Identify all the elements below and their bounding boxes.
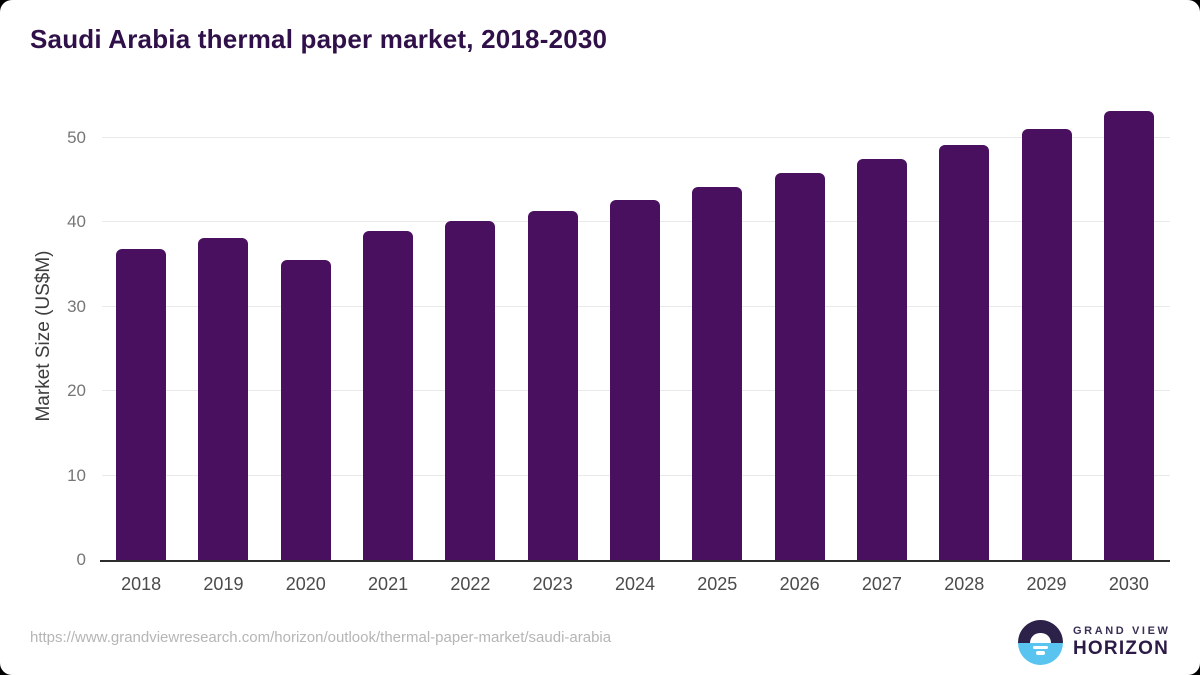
logo-reflection-line bbox=[1033, 645, 1048, 649]
logo-sun-shape bbox=[1030, 632, 1051, 643]
x-tick-label-2024: 2024 bbox=[614, 574, 656, 594]
y-tick-label-10: 10 bbox=[67, 465, 86, 485]
bar-2025[interactable] bbox=[692, 186, 743, 560]
bar-2019[interactable] bbox=[198, 237, 249, 560]
bar-2030[interactable] bbox=[1103, 110, 1154, 560]
bar-2029[interactable] bbox=[1021, 128, 1072, 560]
bar-2026[interactable] bbox=[774, 173, 825, 560]
brand-product: HORIZON bbox=[1073, 638, 1170, 659]
x-tick-label-2028: 2028 bbox=[944, 574, 985, 594]
y-tick-label-20: 20 bbox=[67, 381, 86, 401]
logo-reflection-line bbox=[1036, 651, 1045, 655]
bar-2020[interactable] bbox=[280, 260, 331, 560]
y-tick-label-50: 50 bbox=[67, 127, 86, 147]
y-axis-title: Market Size (US$M) bbox=[33, 250, 54, 422]
bar-2022[interactable] bbox=[445, 220, 496, 560]
bar-2028[interactable] bbox=[939, 144, 990, 560]
plot-area: 0 10 20 30 40 50 2018 2019 2020 2021 2022 2023 2024 2… bbox=[67, 100, 1170, 594]
x-tick-label-2027: 2027 bbox=[861, 574, 902, 594]
x-tick-label-2026: 2026 bbox=[779, 574, 820, 594]
x-tick-label-2019: 2019 bbox=[203, 574, 244, 594]
x-tick-label-2029: 2029 bbox=[1026, 574, 1067, 594]
x-tick-label-2021: 2021 bbox=[368, 574, 409, 594]
page-title: Saudi Arabia thermal paper market, 2018-… bbox=[30, 24, 608, 54]
logo-sky-half bbox=[1018, 620, 1063, 643]
bar-2027[interactable] bbox=[856, 159, 907, 560]
brand-logo: GRAND VIEW HORIZON bbox=[1018, 620, 1171, 665]
bar-2021[interactable] bbox=[363, 230, 414, 560]
x-tick-label-2022: 2022 bbox=[450, 574, 491, 594]
y-tick-label-30: 30 bbox=[67, 296, 86, 316]
horizon-sun-logo-icon bbox=[1018, 620, 1063, 665]
x-tick-label-2018: 2018 bbox=[121, 574, 162, 594]
y-tick-label-40: 40 bbox=[67, 212, 86, 232]
x-tick-label-2030: 2030 bbox=[1108, 574, 1149, 594]
x-tick-label-2020: 2020 bbox=[285, 574, 326, 594]
x-tick-label-2025: 2025 bbox=[697, 574, 738, 594]
gridline-y-50 bbox=[102, 136, 1170, 138]
bar-2024[interactable] bbox=[610, 199, 660, 560]
brand-name: GRAND VIEW bbox=[1073, 625, 1171, 637]
bar-2023[interactable] bbox=[527, 210, 578, 560]
y-tick-label-0: 0 bbox=[76, 550, 86, 569]
bar-2018[interactable] bbox=[116, 248, 167, 560]
brand-text: GRAND VIEW HORIZON bbox=[1073, 625, 1171, 660]
x-tick-label-2023: 2023 bbox=[532, 574, 573, 594]
source-url: https://www.grandviewresearch.com/horizo… bbox=[30, 629, 612, 646]
